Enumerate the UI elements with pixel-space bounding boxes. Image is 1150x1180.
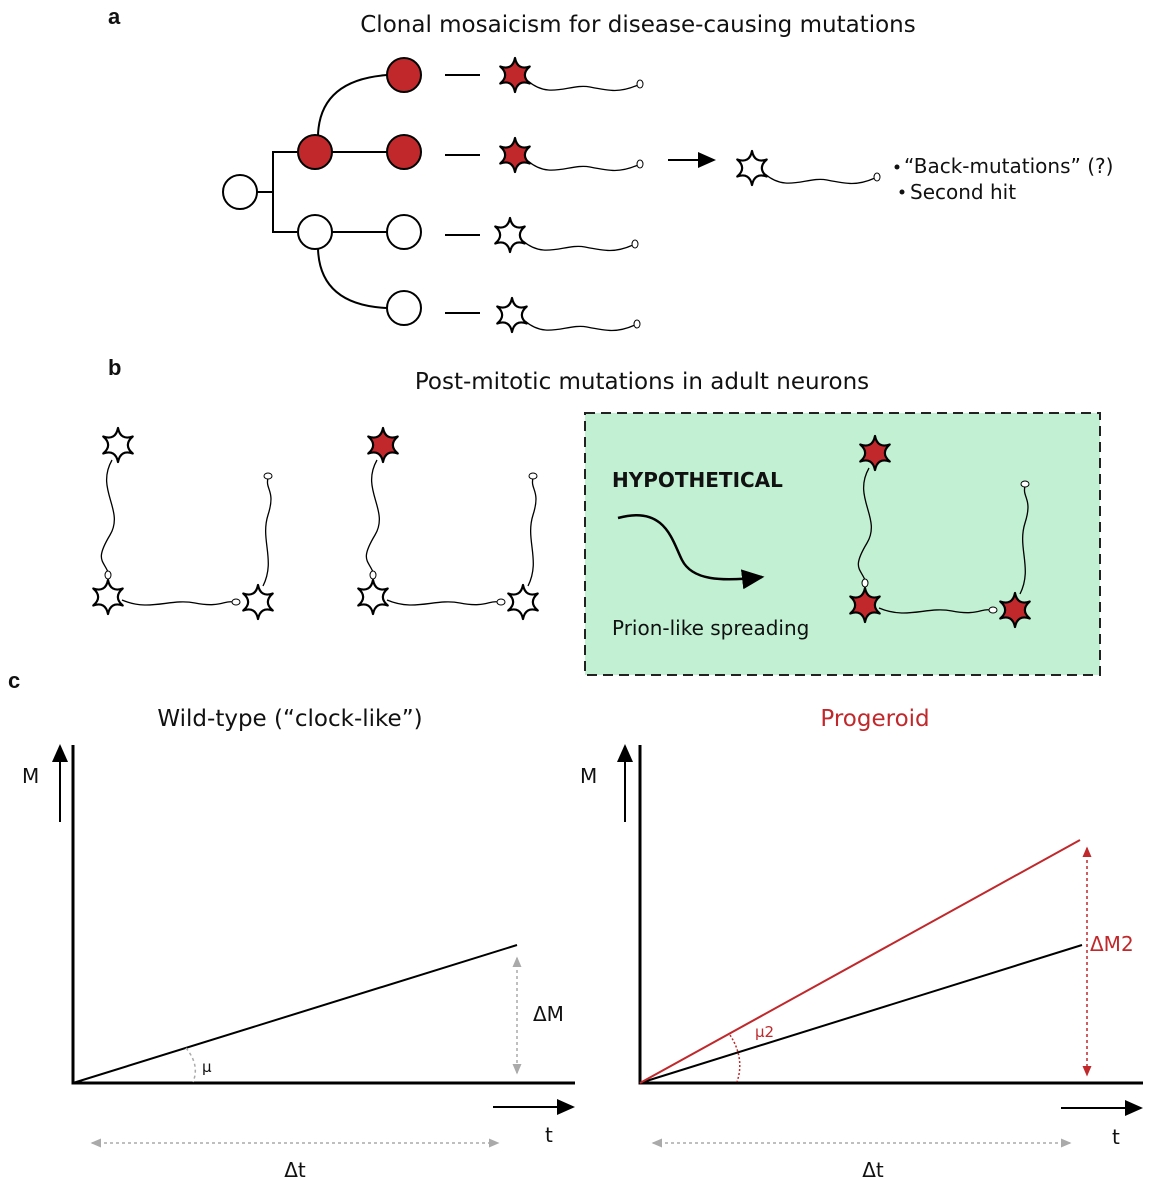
- slope-label: μ2: [755, 1023, 774, 1041]
- panel-title: Post-mitotic mutations in adult neurons: [415, 369, 869, 395]
- figure: a Clonal mosaicism for disease-causing m…: [0, 0, 1150, 1180]
- panel-label: a: [108, 4, 121, 29]
- panel-label: b: [108, 355, 121, 380]
- panel-title: Clonal mosaicism for disease-causing mut…: [360, 12, 915, 38]
- note: Second hit: [910, 180, 1016, 204]
- neuron-cluster: [93, 428, 272, 619]
- axis-label: t: [1112, 1125, 1120, 1149]
- delta-label: Δt: [284, 1158, 306, 1180]
- box-caption: Prion-like spreading: [612, 616, 809, 640]
- axis-label: M: [580, 764, 597, 788]
- slope-label: μ: [202, 1058, 212, 1076]
- panel-label: c: [8, 668, 20, 693]
- axis-label: t: [545, 1123, 553, 1147]
- delta-label: ΔM: [533, 1002, 564, 1026]
- plot-right: Progeroid: [625, 706, 1143, 1143]
- plot-left: Wild-type (“clock-like”): [60, 706, 575, 1143]
- delta-label: ΔM2: [1090, 932, 1134, 956]
- lineage-tree: [223, 58, 905, 332]
- box-heading: HYPOTHETICAL: [612, 468, 783, 492]
- delta-label: Δt: [862, 1158, 884, 1180]
- axis-label: M: [22, 764, 39, 788]
- plot-title: Wild-type (“clock-like”): [157, 706, 422, 732]
- neuron-cluster: [358, 428, 537, 619]
- note: “Back-mutations” (?): [904, 154, 1113, 178]
- plot-title: Progeroid: [820, 706, 929, 732]
